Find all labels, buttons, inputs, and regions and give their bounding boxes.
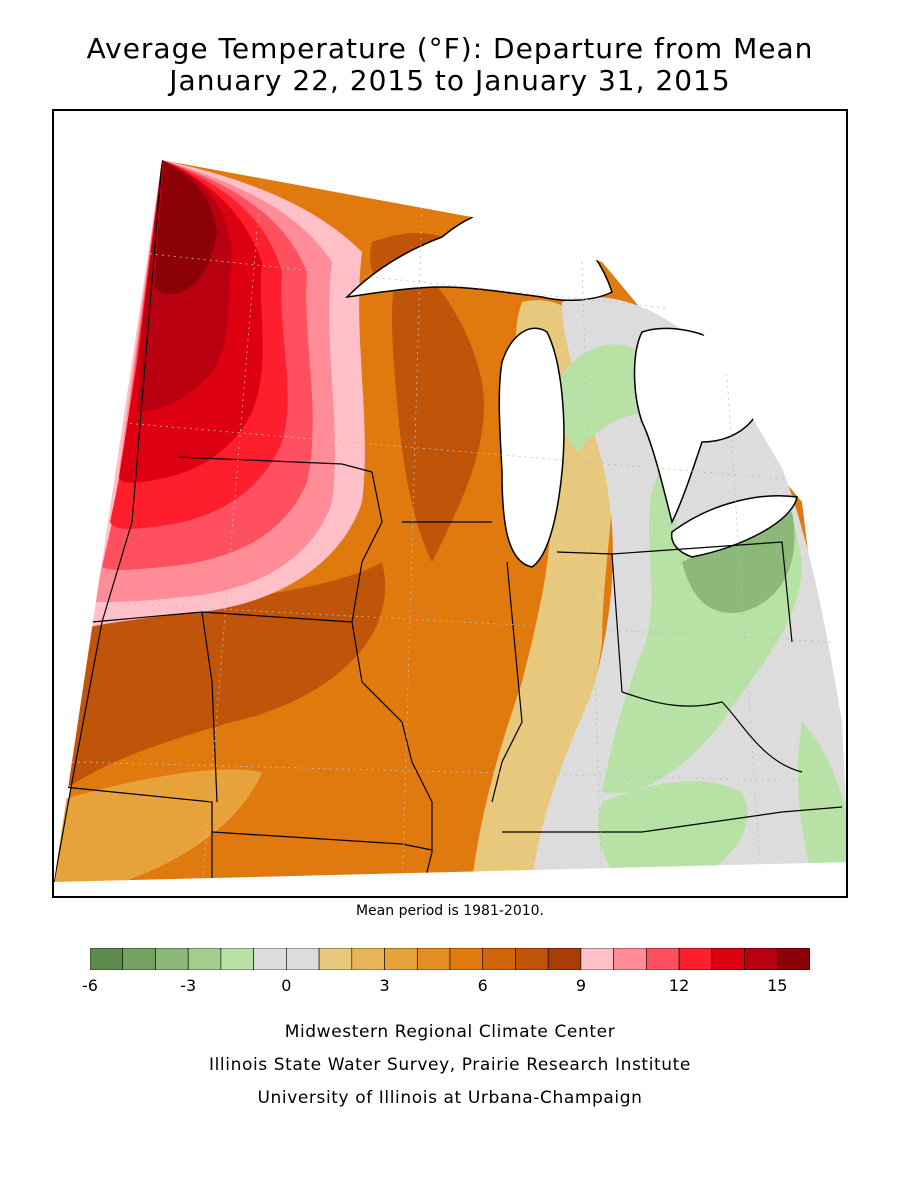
legend-tick-label: -3 — [180, 976, 197, 995]
legend-swatch — [547, 948, 582, 970]
out-of-domain — [54, 111, 846, 896]
legend-tick-label: 6 — [477, 976, 488, 995]
temperature-departure-map — [52, 109, 848, 898]
legend-swatch — [90, 948, 124, 970]
legend-swatch — [384, 948, 418, 970]
legend-swatch — [122, 948, 156, 970]
map-title: Average Temperature (°F): Departure from… — [86, 32, 814, 65]
legend-tick-label: 0 — [281, 976, 292, 995]
credit-uiuc: University of Illinois at Urbana-Champai… — [257, 1088, 643, 1108]
legend-swatch — [187, 948, 222, 970]
legend-swatch — [286, 948, 320, 970]
legend-swatch — [744, 948, 778, 970]
legend-swatch — [678, 948, 713, 970]
legend-swatch — [253, 948, 287, 970]
legend-swatch — [318, 948, 353, 970]
legend-swatch — [646, 948, 680, 970]
legend-tick-label: 12 — [668, 976, 690, 995]
map-subtitle: January 22, 2015 to January 31, 2015 — [169, 64, 731, 97]
legend-swatch — [613, 948, 647, 970]
legend-swatch — [776, 948, 810, 970]
legend-swatch — [220, 948, 254, 970]
legend-swatch — [482, 948, 516, 970]
credit-isws: Illinois State Water Survey, Prairie Res… — [209, 1055, 691, 1075]
legend-tick-label: -6 — [82, 976, 98, 995]
state-boundaries — [54, 159, 843, 893]
credit-mrcc: Midwestern Regional Climate Center — [284, 1022, 616, 1042]
legend-swatch — [449, 948, 484, 970]
legend-swatch — [515, 948, 549, 970]
mean-period-note: Mean period is 1981-2010. — [355, 903, 545, 919]
legend-tick-label: 9 — [575, 976, 586, 995]
legend-swatch — [351, 948, 385, 970]
legend-tick-label: 3 — [379, 976, 390, 995]
legend-swatch — [416, 948, 451, 970]
legend-swatch — [580, 948, 614, 970]
legend-swatch — [711, 948, 745, 970]
legend-tick-label: 15 — [767, 976, 788, 995]
graticule — [71, 171, 843, 893]
legend-swatch — [155, 948, 189, 970]
color-legend — [90, 948, 810, 970]
